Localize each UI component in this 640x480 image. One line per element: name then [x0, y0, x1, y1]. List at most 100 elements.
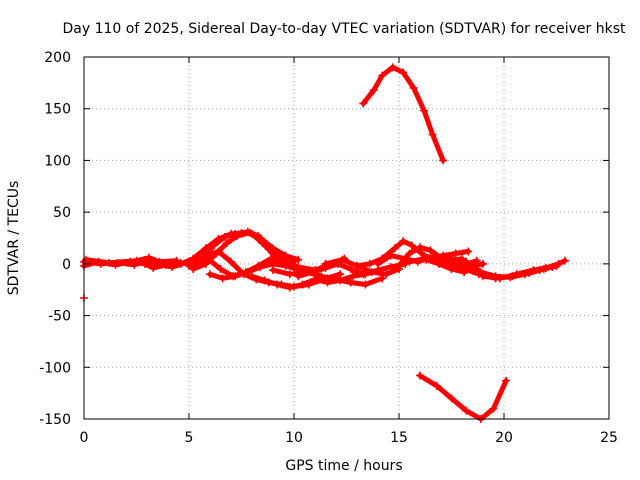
y-axis-label: SDTVAR / TECUs [6, 181, 22, 296]
series-wave-6 [294, 259, 410, 281]
data-point [374, 259, 382, 268]
data-point [560, 256, 569, 265]
data-point [149, 263, 158, 272]
data-point [332, 275, 340, 284]
data-point [382, 270, 391, 279]
data-point [462, 257, 471, 266]
data-point [367, 268, 376, 277]
data-point [285, 270, 294, 279]
data-point [298, 280, 307, 289]
data-point [145, 253, 154, 262]
chart-title: Day 110 of 2025, Sidereal Day-to-day VTE… [63, 21, 626, 37]
y-tick-label: 150 [44, 102, 71, 118]
x-tick-label: 15 [390, 430, 408, 446]
data-point [439, 156, 448, 165]
data-point [369, 86, 378, 95]
x-axis-label: GPS time / hours [285, 458, 402, 474]
y-tick-label: 50 [53, 205, 71, 221]
grid [84, 57, 609, 419]
data-point [359, 99, 368, 108]
series-arc-high [359, 63, 448, 165]
y-tick-label: -100 [39, 360, 71, 376]
data-point [432, 381, 441, 390]
data-point [105, 258, 114, 267]
data-point [256, 234, 265, 242]
data-point [386, 251, 395, 260]
x-tick-label: 10 [285, 430, 303, 446]
data-point [266, 254, 275, 263]
data-point [390, 244, 399, 253]
data-point [416, 243, 424, 252]
data-point [474, 270, 483, 279]
data-point [220, 232, 229, 241]
data-point [218, 274, 227, 283]
data-point [447, 254, 456, 263]
data-point [495, 274, 504, 283]
data-point [348, 272, 357, 281]
data-point [447, 265, 456, 274]
data-point [281, 251, 290, 260]
data-point [210, 241, 219, 250]
data-point [155, 257, 164, 266]
data-point [201, 251, 210, 260]
data-point [132, 256, 141, 265]
series-base-3 [82, 253, 181, 267]
data-point [542, 263, 550, 272]
data-point [451, 249, 460, 258]
data-point [346, 278, 355, 287]
data-point [189, 265, 198, 274]
data-series [80, 63, 569, 423]
data-point [243, 268, 252, 277]
data-point [231, 272, 240, 281]
data-point [269, 244, 277, 253]
data-point [407, 241, 416, 250]
data-point [416, 371, 424, 380]
data-point [462, 406, 471, 415]
data-point [479, 259, 487, 268]
data-point [216, 265, 225, 274]
data-point [399, 68, 408, 77]
data-point [359, 270, 368, 279]
data-point [294, 272, 303, 281]
data-point [405, 249, 414, 258]
data-point [512, 270, 521, 279]
x-tick-label: 25 [600, 430, 618, 446]
series-wave-7 [321, 255, 403, 279]
data-point [273, 280, 282, 289]
data-point [338, 255, 347, 264]
data-point [245, 228, 254, 237]
data-point [317, 272, 326, 281]
y-tick-label: -150 [39, 412, 71, 428]
data-point [308, 268, 317, 277]
data-point [172, 256, 181, 265]
x-tick-label: 0 [80, 430, 89, 446]
data-point [554, 259, 563, 268]
data-point [428, 130, 437, 139]
data-point [191, 259, 200, 268]
data-point [395, 261, 403, 270]
data-point [176, 259, 185, 268]
data-point [447, 394, 456, 403]
data-point [185, 261, 193, 270]
data-point [420, 106, 429, 115]
data-point [256, 262, 265, 271]
data-point [405, 257, 414, 266]
data-point [281, 261, 290, 270]
data-point [365, 259, 374, 268]
data-point [353, 261, 361, 270]
data-point [422, 255, 431, 264]
data-point [502, 376, 511, 385]
data-point [227, 257, 235, 266]
data-point [426, 246, 435, 255]
plot-frame [83, 56, 610, 420]
data-point [206, 270, 214, 279]
data-point [386, 262, 395, 271]
data-point [285, 283, 294, 292]
x-tick-label: 20 [495, 430, 513, 446]
data-point [248, 272, 256, 281]
data-point [464, 247, 473, 256]
data-point [233, 231, 242, 240]
data-point [489, 404, 498, 413]
